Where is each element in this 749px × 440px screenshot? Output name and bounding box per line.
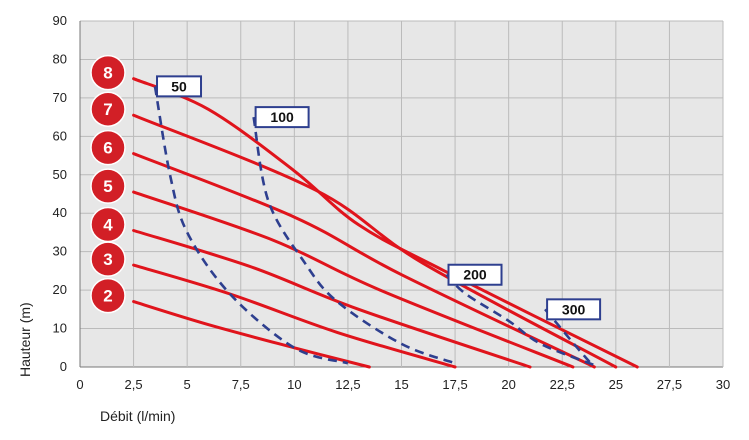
y-tick-label: 0 bbox=[60, 359, 67, 374]
x-tick-label: 20 bbox=[501, 377, 515, 392]
badge-label: 2 bbox=[103, 287, 112, 306]
y-tick-label: 50 bbox=[53, 167, 67, 182]
badge-7: 7 bbox=[90, 91, 126, 127]
x-tick-label: 0 bbox=[76, 377, 83, 392]
y-tick-label: 80 bbox=[53, 51, 67, 66]
badge-label: 8 bbox=[103, 64, 112, 83]
x-tick-label: 17,5 bbox=[442, 377, 467, 392]
badge-5: 5 bbox=[90, 168, 126, 204]
consumption-labels: 50 100 200 300 bbox=[156, 75, 602, 321]
consumption-label-300: 300 bbox=[546, 298, 602, 321]
y-tick-label: 60 bbox=[53, 128, 67, 143]
pressure-curve-6 bbox=[132, 152, 596, 369]
x-axis-label: Débit (l/min) bbox=[100, 408, 175, 424]
pressure-curve-8 bbox=[132, 77, 639, 369]
x-tick-label: 12,5 bbox=[335, 377, 360, 392]
y-tick-label: 70 bbox=[53, 90, 67, 105]
badge-label: 7 bbox=[103, 100, 112, 119]
y-tick-label: 10 bbox=[53, 321, 67, 336]
x-tick-label: 30 bbox=[716, 377, 730, 392]
pressure-curve-4 bbox=[132, 229, 532, 369]
y-tick-label: 20 bbox=[53, 282, 67, 297]
consumption-label-200: 200 bbox=[447, 263, 503, 286]
consumption-label-text: 50 bbox=[171, 78, 187, 94]
pressure-curves bbox=[132, 77, 639, 369]
badge-3: 3 bbox=[90, 241, 126, 277]
badge-label: 5 bbox=[103, 177, 112, 196]
x-tick-label: 7,5 bbox=[232, 377, 250, 392]
pressure-badges: 2 3 4 5 6 7 8 bbox=[90, 54, 126, 314]
y-tick-label: 30 bbox=[53, 244, 67, 259]
x-tick-label: 10 bbox=[287, 377, 301, 392]
pressure-curve-3 bbox=[132, 263, 457, 369]
pressure-curve-2 bbox=[132, 300, 371, 369]
y-axis-ticks: 0 10 20 30 40 50 60 70 80 90 bbox=[53, 13, 67, 374]
air-consumption-curve-200 bbox=[445, 273, 595, 367]
x-tick-label: 5 bbox=[184, 377, 191, 392]
x-axis-ticks: 0 2,5 5 7,5 10 12,5 15 17,5 20 22,5 25 27,5 30 bbox=[76, 377, 730, 392]
badge-8: 8 bbox=[90, 54, 126, 91]
pressure-curve-7 bbox=[132, 113, 618, 369]
x-tick-label: 25 bbox=[609, 377, 623, 392]
badge-6: 6 bbox=[90, 129, 126, 166]
air-consumption-curve-50 bbox=[153, 86, 349, 365]
x-tick-label: 2,5 bbox=[125, 377, 143, 392]
badge-label: 4 bbox=[103, 216, 113, 235]
y-tick-label: 40 bbox=[53, 205, 67, 220]
consumption-label-50: 50 bbox=[156, 75, 203, 98]
consumption-label-100: 100 bbox=[254, 106, 310, 129]
consumption-label-text: 300 bbox=[562, 301, 586, 317]
air-consumption-curve-100 bbox=[252, 116, 456, 365]
y-axis-label: Hauteur (m) bbox=[17, 302, 33, 377]
y-tick-label: 90 bbox=[53, 13, 67, 28]
x-tick-label: 27,5 bbox=[657, 377, 682, 392]
badge-4: 4 bbox=[90, 206, 126, 243]
x-tick-label: 22,5 bbox=[550, 377, 575, 392]
x-tick-label: 15 bbox=[394, 377, 408, 392]
badge-2: 2 bbox=[90, 277, 126, 314]
pressure-curve-5 bbox=[132, 190, 575, 369]
badge-label: 3 bbox=[103, 250, 112, 269]
consumption-label-text: 100 bbox=[270, 109, 294, 125]
consumption-label-text: 200 bbox=[463, 267, 487, 283]
badge-label: 6 bbox=[103, 139, 112, 158]
